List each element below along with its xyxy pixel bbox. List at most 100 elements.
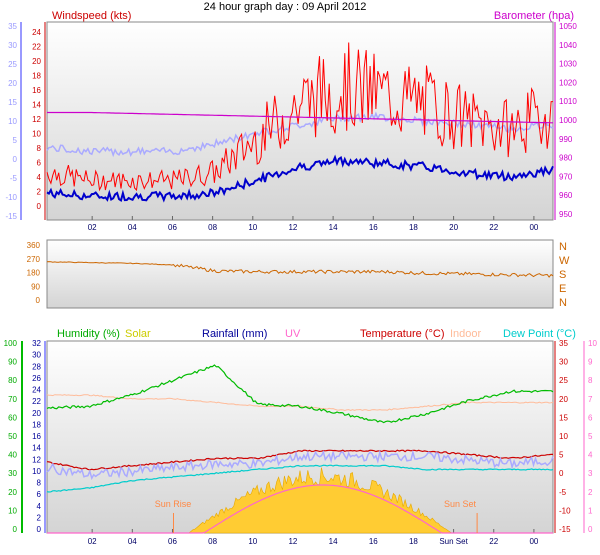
y2-tick-label: 960	[559, 191, 573, 200]
panel2-left-ticks: 360 270 180 90 0	[27, 241, 41, 305]
panel1-series	[46, 42, 554, 203]
y2-tick-label: N	[559, 241, 567, 253]
temperature-label: Temperature (°C)	[360, 328, 444, 340]
y2-tick-label: 35	[559, 339, 568, 348]
panel2-series	[46, 261, 554, 278]
y-tick-label: 32	[32, 339, 41, 348]
y2-tick-label: 20	[559, 395, 568, 404]
y2-tick-label: 5	[559, 451, 564, 460]
y-tick-label: 16	[32, 432, 41, 441]
y-tick-label: 30	[8, 469, 17, 478]
y-tick-label: 8	[37, 479, 42, 488]
y-tick-label: 28	[32, 362, 41, 371]
y-tick-label: 20	[32, 409, 41, 418]
y2-tick-label: 1	[588, 506, 593, 515]
y2-tick-label: 6	[588, 413, 593, 422]
x-tick-label: 06	[168, 223, 177, 232]
y-tick-label: 26	[32, 374, 41, 383]
sun-rise-label: Sun Rise	[155, 499, 192, 509]
y-tick-label: 10	[32, 467, 41, 476]
sun-set-label: Sun Set	[444, 499, 477, 509]
y-tick-label: 5	[13, 136, 18, 145]
y2-tick-label: 990	[559, 135, 573, 144]
y-tick-label: 10	[8, 506, 17, 515]
y-tick-label: 30	[32, 351, 41, 360]
humidity-label: Humidity (%)	[57, 328, 120, 340]
x-tick-label: 16	[369, 537, 378, 546]
y2-tick-label: 1050	[559, 22, 577, 31]
y2-tick-label: 970	[559, 172, 573, 181]
y-tick-label: 2	[37, 188, 42, 197]
y-tick-label: 20	[8, 79, 17, 88]
temp-trace-line	[46, 111, 554, 158]
y2-tick-label: 10	[588, 339, 597, 348]
x-tick-label: 08	[208, 537, 217, 546]
y2-tick-label: 3	[588, 469, 593, 478]
indoor-line	[46, 394, 554, 412]
y-tick-label: 6	[37, 490, 42, 499]
x-tick-label: 12	[288, 223, 297, 232]
y-tick-label: 0	[36, 296, 41, 305]
y-tick-label: -15	[5, 212, 17, 221]
y2-tick-label: -5	[559, 488, 567, 497]
y-tick-label: 180	[27, 269, 41, 278]
y-tick-label: 90	[8, 358, 17, 367]
uv-line	[47, 484, 553, 534]
panel1-x-ticks: 02 04 06 08 10 12 14 16 18 20 22 00	[88, 216, 539, 232]
y-tick-label: 360	[27, 241, 41, 250]
y-tick-label: 0	[37, 525, 42, 534]
y-tick-label: 6	[37, 159, 42, 168]
chart-title: 24 hour graph day : 09 April 2012	[204, 1, 367, 13]
y2-tick-label: 1040	[559, 41, 577, 50]
y2-tick-label: 950	[559, 210, 573, 219]
wind-direction-line	[46, 261, 554, 278]
humidity-line	[46, 364, 554, 424]
y2-tick-label: 1020	[559, 78, 577, 87]
y-tick-label: 90	[31, 282, 40, 291]
y-tick-label: 20	[8, 488, 17, 497]
y2-tick-label: N	[559, 297, 567, 309]
x-tick-label: 10	[248, 223, 257, 232]
panel1-outer-ticks: 35 30 25 20 15 10 5 0 -5 -10 -15	[5, 22, 17, 221]
x-tick-label: 16	[369, 223, 378, 232]
rainfall-label: Rainfall (mm)	[202, 328, 267, 340]
panel2-plot	[46, 239, 554, 309]
y2-tick-label: 10	[559, 432, 568, 441]
y2-tick-label: 1030	[559, 60, 577, 69]
temp-trace-line	[46, 449, 554, 481]
dewpoint-label: Dew Point (°C)	[503, 328, 576, 340]
y-tick-label: 0	[37, 202, 42, 211]
y-tick-label: 80	[8, 376, 17, 385]
panel3-x-ticks: 02 04 06 08 10 12 14 16 18 Sun Set 22 00	[88, 529, 539, 546]
y2-tick-label: 7	[588, 395, 593, 404]
uv-label: UV	[285, 328, 301, 340]
y-tick-label: 15	[8, 98, 17, 107]
y-tick-label: 4	[37, 502, 42, 511]
y-tick-label: 35	[8, 22, 17, 31]
y2-tick-label: -10	[559, 506, 571, 515]
x-tick-label: 08	[208, 223, 217, 232]
y2-tick-label: 0	[588, 525, 593, 534]
y-tick-label: 8	[37, 144, 42, 153]
x-tick-label: 20	[449, 223, 458, 232]
solar-area	[187, 467, 453, 534]
panel3-temp-ticks: 35 30 25 20 15 10 5 0 -5 -10 -15	[559, 339, 571, 534]
dewpoint-line	[46, 464, 554, 493]
y-tick-label: 70	[8, 395, 17, 404]
y-tick-label: 270	[27, 255, 41, 264]
y-tick-label: 40	[8, 451, 17, 460]
y2-tick-label: 2	[588, 488, 593, 497]
windspeed-line	[46, 42, 553, 192]
y-tick-label: 0	[13, 155, 18, 164]
y2-tick-label: -15	[559, 525, 571, 534]
y2-tick-label: 5	[588, 432, 593, 441]
x-tick-label: 00	[529, 537, 538, 546]
y-tick-label: 14	[32, 101, 41, 110]
windspeed-label: Windspeed (kts)	[52, 10, 131, 22]
y2-tick-label: 30	[559, 358, 568, 367]
y-tick-label: 22	[32, 397, 41, 406]
